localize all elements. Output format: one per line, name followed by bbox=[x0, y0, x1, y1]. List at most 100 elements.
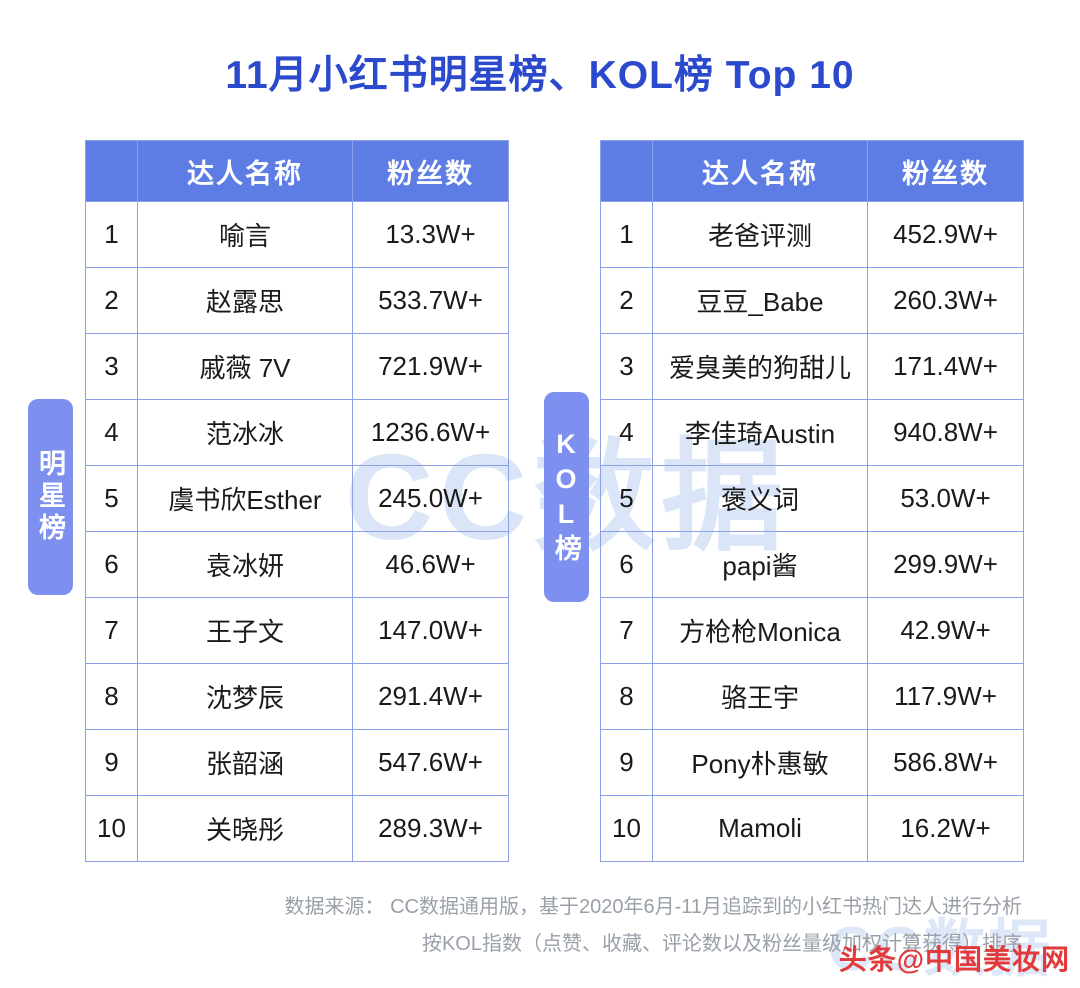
rank-cell: 9 bbox=[85, 729, 138, 796]
table-row: 8 骆王宇 117.9W+ bbox=[600, 663, 1024, 730]
name-cell: 李佳琦Austin bbox=[652, 399, 868, 466]
star-board-label: 明星榜 bbox=[28, 399, 73, 595]
table-row: 10 关晓彤 289.3W+ bbox=[85, 795, 509, 862]
name-cell: papi酱 bbox=[652, 531, 868, 598]
rank-cell: 8 bbox=[85, 663, 138, 730]
star-ranking-table: 达人名称 粉丝数 1 喻言 13.3W+ 2 赵露思 533.7W+ 3 戚薇 7V 721.9… bbox=[85, 140, 509, 862]
kol-ranking-table: 达人名称 粉丝数 1 老爸评测 452.9W+ 2 豆豆_Babe 260.3W+ 3 爱臭美… bbox=[600, 140, 1024, 862]
method-line: 按KOL指数（点赞、收藏、评论数以及粉丝量级加权计算获得）排序 bbox=[421, 933, 1022, 955]
header-row: 达人名称 粉丝数 bbox=[600, 140, 1024, 202]
fans-cell: 289.3W+ bbox=[352, 795, 509, 862]
table-row: 6 袁冰妍 46.6W+ bbox=[85, 531, 509, 598]
rank-column-header bbox=[85, 140, 138, 202]
table-row: 3 爱臭美的狗甜儿 171.4W+ bbox=[600, 333, 1024, 400]
star-table-body: 1 喻言 13.3W+ 2 赵露思 533.7W+ 3 戚薇 7V 721.9W+ 4 范冰冰 123… bbox=[85, 201, 509, 862]
rank-cell: 5 bbox=[600, 465, 653, 532]
fans-cell: 117.9W+ bbox=[867, 663, 1024, 730]
rank-cell: 7 bbox=[600, 597, 653, 664]
name-cell: 关晓彤 bbox=[137, 795, 353, 862]
rank-cell: 8 bbox=[600, 663, 653, 730]
table-row: 9 Pony朴惠敏 586.8W+ bbox=[600, 729, 1024, 796]
data-source-note: 数据来源： CC数据通用版，基于2020年6月-11月追踪到的小红书热门达人进行… bbox=[285, 889, 1022, 963]
fans-cell: 1236.6W+ bbox=[352, 399, 509, 466]
fans-cell: 721.9W+ bbox=[352, 333, 509, 400]
fans-cell: 533.7W+ bbox=[352, 267, 509, 334]
rank-cell: 9 bbox=[600, 729, 653, 796]
name-cell: Pony朴惠敏 bbox=[652, 729, 868, 796]
name-cell: 虞书欣Esther bbox=[137, 465, 353, 532]
table-row: 5 褒义词 53.0W+ bbox=[600, 465, 1024, 532]
fans-cell: 260.3W+ bbox=[867, 267, 1024, 334]
table-row: 10 Mamoli 16.2W+ bbox=[600, 795, 1024, 862]
fans-cell: 42.9W+ bbox=[867, 597, 1024, 664]
name-cell: 骆王宇 bbox=[652, 663, 868, 730]
table-row: 8 沈梦辰 291.4W+ bbox=[85, 663, 509, 730]
rank-cell: 6 bbox=[85, 531, 138, 598]
table-row: 9 张韶涵 547.6W+ bbox=[85, 729, 509, 796]
fans-cell: 53.0W+ bbox=[867, 465, 1024, 532]
rank-cell: 3 bbox=[85, 333, 138, 400]
header-row: 达人名称 粉丝数 bbox=[85, 140, 509, 202]
fans-cell: 586.8W+ bbox=[867, 729, 1024, 796]
name-cell: 褒义词 bbox=[652, 465, 868, 532]
fans-column-header: 粉丝数 bbox=[352, 140, 509, 202]
name-cell: 王子文 bbox=[137, 597, 353, 664]
rank-cell: 4 bbox=[85, 399, 138, 466]
rank-cell: 5 bbox=[85, 465, 138, 532]
table-row: 2 豆豆_Babe 260.3W+ bbox=[600, 267, 1024, 334]
table-row: 5 虞书欣Esther 245.0W+ bbox=[85, 465, 509, 532]
source-line: 数据来源： CC数据通用版，基于2020年6月-11月追踪到的小红书热门达人进行… bbox=[284, 896, 1022, 918]
name-cell: 范冰冰 bbox=[137, 399, 353, 466]
name-cell: 沈梦辰 bbox=[137, 663, 353, 730]
fans-cell: 147.0W+ bbox=[352, 597, 509, 664]
rank-cell: 2 bbox=[85, 267, 138, 334]
name-cell: 戚薇 7V bbox=[137, 333, 353, 400]
table-row: 4 范冰冰 1236.6W+ bbox=[85, 399, 509, 466]
name-cell: 张韶涵 bbox=[137, 729, 353, 796]
rank-cell: 1 bbox=[600, 201, 653, 268]
name-cell: 爱臭美的狗甜儿 bbox=[652, 333, 868, 400]
fans-cell: 16.2W+ bbox=[867, 795, 1024, 862]
rank-cell: 4 bbox=[600, 399, 653, 466]
name-cell: 老爸评测 bbox=[652, 201, 868, 268]
name-column-header: 达人名称 bbox=[652, 140, 868, 202]
fans-cell: 245.0W+ bbox=[352, 465, 509, 532]
fans-cell: 13.3W+ bbox=[352, 201, 509, 268]
fans-cell: 452.9W+ bbox=[867, 201, 1024, 268]
table-row: 1 老爸评测 452.9W+ bbox=[600, 201, 1024, 268]
table-row: 1 喻言 13.3W+ bbox=[85, 201, 509, 268]
table-row: 6 papi酱 299.9W+ bbox=[600, 531, 1024, 598]
kol-board-label: KOL榜 bbox=[544, 392, 589, 602]
name-cell: 豆豆_Babe bbox=[652, 267, 868, 334]
publisher-credit: 头条@中国美妆网 bbox=[838, 944, 1070, 975]
rank-cell: 1 bbox=[85, 201, 138, 268]
table-row: 4 李佳琦Austin 940.8W+ bbox=[600, 399, 1024, 466]
fans-cell: 171.4W+ bbox=[867, 333, 1024, 400]
fans-cell: 940.8W+ bbox=[867, 399, 1024, 466]
table-row: 3 戚薇 7V 721.9W+ bbox=[85, 333, 509, 400]
page-title: 11月小红书明星榜、KOL榜 Top 10 bbox=[225, 54, 855, 97]
rank-column-header bbox=[600, 140, 653, 202]
name-cell: 袁冰妍 bbox=[137, 531, 353, 598]
fans-cell: 547.6W+ bbox=[352, 729, 509, 796]
name-cell: 喻言 bbox=[137, 201, 353, 268]
kol-table-body: 1 老爸评测 452.9W+ 2 豆豆_Babe 260.3W+ 3 爱臭美的狗甜儿 171.4… bbox=[600, 201, 1024, 862]
fans-cell: 46.6W+ bbox=[352, 531, 509, 598]
fans-column-header: 粉丝数 bbox=[867, 140, 1024, 202]
name-cell: 赵露思 bbox=[137, 267, 353, 334]
rank-cell: 6 bbox=[600, 531, 653, 598]
fans-cell: 299.9W+ bbox=[867, 531, 1024, 598]
table-row: 7 方枪枪Monica 42.9W+ bbox=[600, 597, 1024, 664]
name-column-header: 达人名称 bbox=[137, 140, 353, 202]
rank-cell: 10 bbox=[600, 795, 653, 862]
rank-cell: 7 bbox=[85, 597, 138, 664]
rank-cell: 10 bbox=[85, 795, 138, 862]
name-cell: 方枪枪Monica bbox=[652, 597, 868, 664]
rank-cell: 2 bbox=[600, 267, 653, 334]
rank-cell: 3 bbox=[600, 333, 653, 400]
table-row: 2 赵露思 533.7W+ bbox=[85, 267, 509, 334]
name-cell: Mamoli bbox=[652, 795, 868, 862]
fans-cell: 291.4W+ bbox=[352, 663, 509, 730]
table-row: 7 王子文 147.0W+ bbox=[85, 597, 509, 664]
